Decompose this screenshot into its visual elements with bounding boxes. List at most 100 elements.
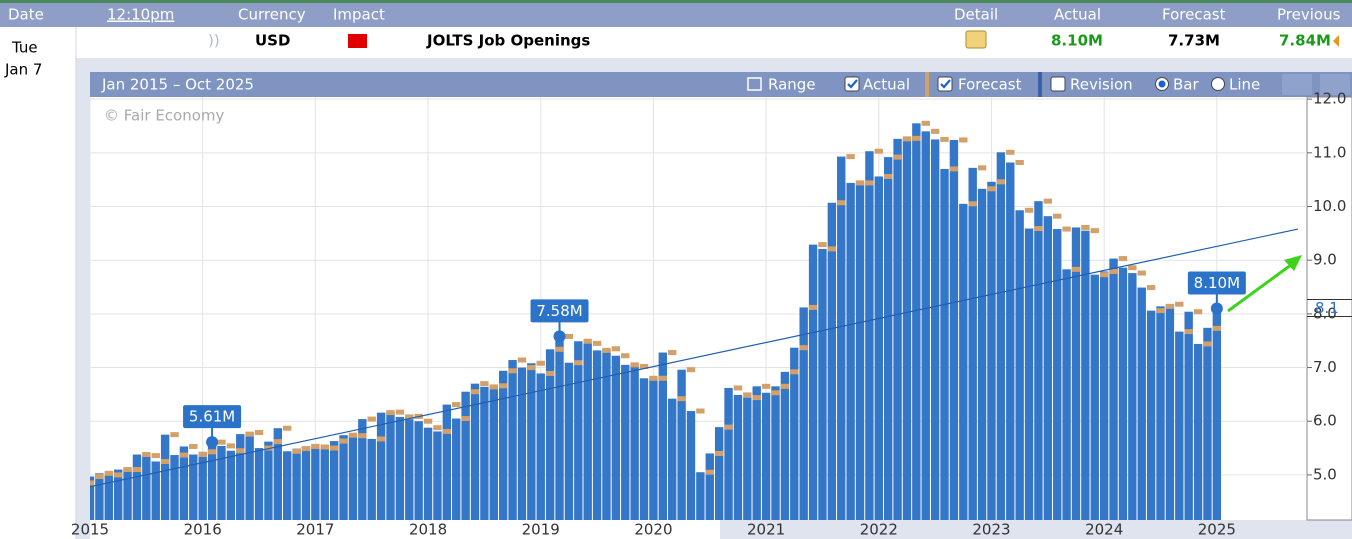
- event-date: Jan 7: [4, 61, 42, 79]
- bar: [508, 360, 517, 520]
- forecast-checkbox[interactable]: [937, 76, 953, 92]
- header-column: Currency: [238, 6, 306, 24]
- bar: [658, 352, 668, 520]
- forecast-marker: [1193, 309, 1203, 315]
- range-button[interactable]: Range: [768, 76, 816, 94]
- bar: [123, 469, 132, 520]
- bar: [339, 435, 348, 520]
- zoom-in[interactable]: [1282, 74, 1312, 95]
- bar: [733, 394, 743, 520]
- bar: [602, 348, 611, 520]
- event-actual: 8.10M: [1051, 32, 1103, 50]
- forecast-marker: [442, 428, 452, 434]
- bar: [583, 343, 592, 520]
- bar: [649, 378, 658, 520]
- y-tick-label: 7.0: [1313, 358, 1337, 376]
- forecast-marker: [1099, 272, 1109, 278]
- bar: [912, 123, 921, 520]
- bar: [461, 391, 470, 520]
- forecast-marker: [1146, 285, 1156, 291]
- bar: [498, 370, 508, 520]
- forecast-marker: [179, 452, 189, 458]
- sound-icon: )): [208, 32, 220, 50]
- forecast-marker: [902, 136, 912, 142]
- forecast-marker: [245, 431, 254, 437]
- forecast-marker: [311, 443, 320, 449]
- revision-checkbox[interactable]: [1050, 76, 1066, 92]
- bar: [621, 364, 630, 520]
- legend-forecast[interactable]: Forecast: [958, 76, 1022, 94]
- forecast-marker: [95, 474, 104, 480]
- forecast-marker: [808, 304, 818, 310]
- bar: [611, 355, 621, 520]
- forecast-marker: [696, 408, 705, 414]
- forecast-marker: [1006, 149, 1015, 155]
- callout-label: 8.10M: [1194, 274, 1240, 292]
- forecast-marker: [113, 472, 123, 478]
- forecast-marker: [733, 385, 743, 391]
- bar: [1165, 304, 1175, 520]
- bar: [874, 176, 883, 520]
- forecast-marker: [254, 430, 264, 436]
- bar: [367, 438, 376, 520]
- forecast-marker: [498, 383, 508, 389]
- bar: [930, 139, 940, 520]
- event-title[interactable]: JOLTS Job Openings: [426, 32, 590, 50]
- bar: [536, 373, 545, 520]
- forecast-marker: [1165, 303, 1175, 309]
- y-tick-label: 10.0: [1313, 197, 1346, 215]
- detail-icon[interactable]: [965, 30, 987, 49]
- callout-dot: [1210, 302, 1223, 315]
- bar: [527, 363, 536, 520]
- actual-checkbox[interactable]: [844, 76, 860, 92]
- forecast-marker: [461, 416, 470, 422]
- forecast-marker: [1128, 265, 1137, 271]
- x-tick-label: 2025: [1198, 521, 1236, 539]
- bar: [790, 347, 799, 520]
- bar: [480, 386, 489, 520]
- bar: [808, 244, 818, 520]
- forecast-marker: [123, 467, 132, 473]
- mode-label[interactable]: Bar: [1173, 76, 1199, 94]
- x-tick-label: 2020: [634, 521, 672, 539]
- revision-label[interactable]: Revision: [1070, 76, 1133, 94]
- y-tick-label: 6.0: [1313, 412, 1337, 430]
- callout-dot: [206, 436, 219, 449]
- forecast-marker: [771, 390, 780, 396]
- bar: [705, 453, 714, 520]
- forecast-marker: [630, 362, 639, 368]
- bar: [545, 349, 555, 520]
- forecast-marker: [301, 446, 311, 452]
- callout-dot: [553, 330, 566, 343]
- mode-radio[interactable]: [1211, 77, 1225, 91]
- forecast-marker: [508, 368, 517, 374]
- forecast-marker: [1137, 270, 1146, 276]
- forecast-marker: [1203, 341, 1212, 347]
- bar: [207, 442, 217, 520]
- forecast-marker: [724, 424, 733, 430]
- forecast-marker: [564, 333, 574, 339]
- bar: [677, 369, 686, 520]
- forecast-marker: [423, 418, 433, 424]
- forecast-marker: [170, 432, 179, 438]
- forecast-marker: [358, 433, 367, 439]
- bar: [236, 434, 245, 520]
- zoom-out[interactable]: [1320, 74, 1350, 95]
- header-column: Date: [8, 6, 44, 24]
- legend-actual[interactable]: Actual: [863, 76, 910, 94]
- x-tick-label: 2015: [71, 521, 109, 539]
- bar: [104, 474, 113, 520]
- forecast-marker: [893, 154, 902, 160]
- mode-label[interactable]: Line: [1229, 76, 1260, 94]
- bar: [714, 427, 724, 520]
- forecast-marker: [574, 360, 583, 366]
- callout-label: 5.61M: [189, 408, 235, 426]
- forecast-marker: [367, 416, 376, 422]
- current-tick-label: 8.1: [1315, 299, 1339, 317]
- forecast-marker: [743, 392, 752, 398]
- forecast-marker: [959, 137, 968, 143]
- header-column[interactable]: 12:10pm: [107, 6, 174, 24]
- bar: [639, 378, 649, 520]
- bar: [273, 428, 283, 520]
- forecast-marker: [940, 136, 949, 142]
